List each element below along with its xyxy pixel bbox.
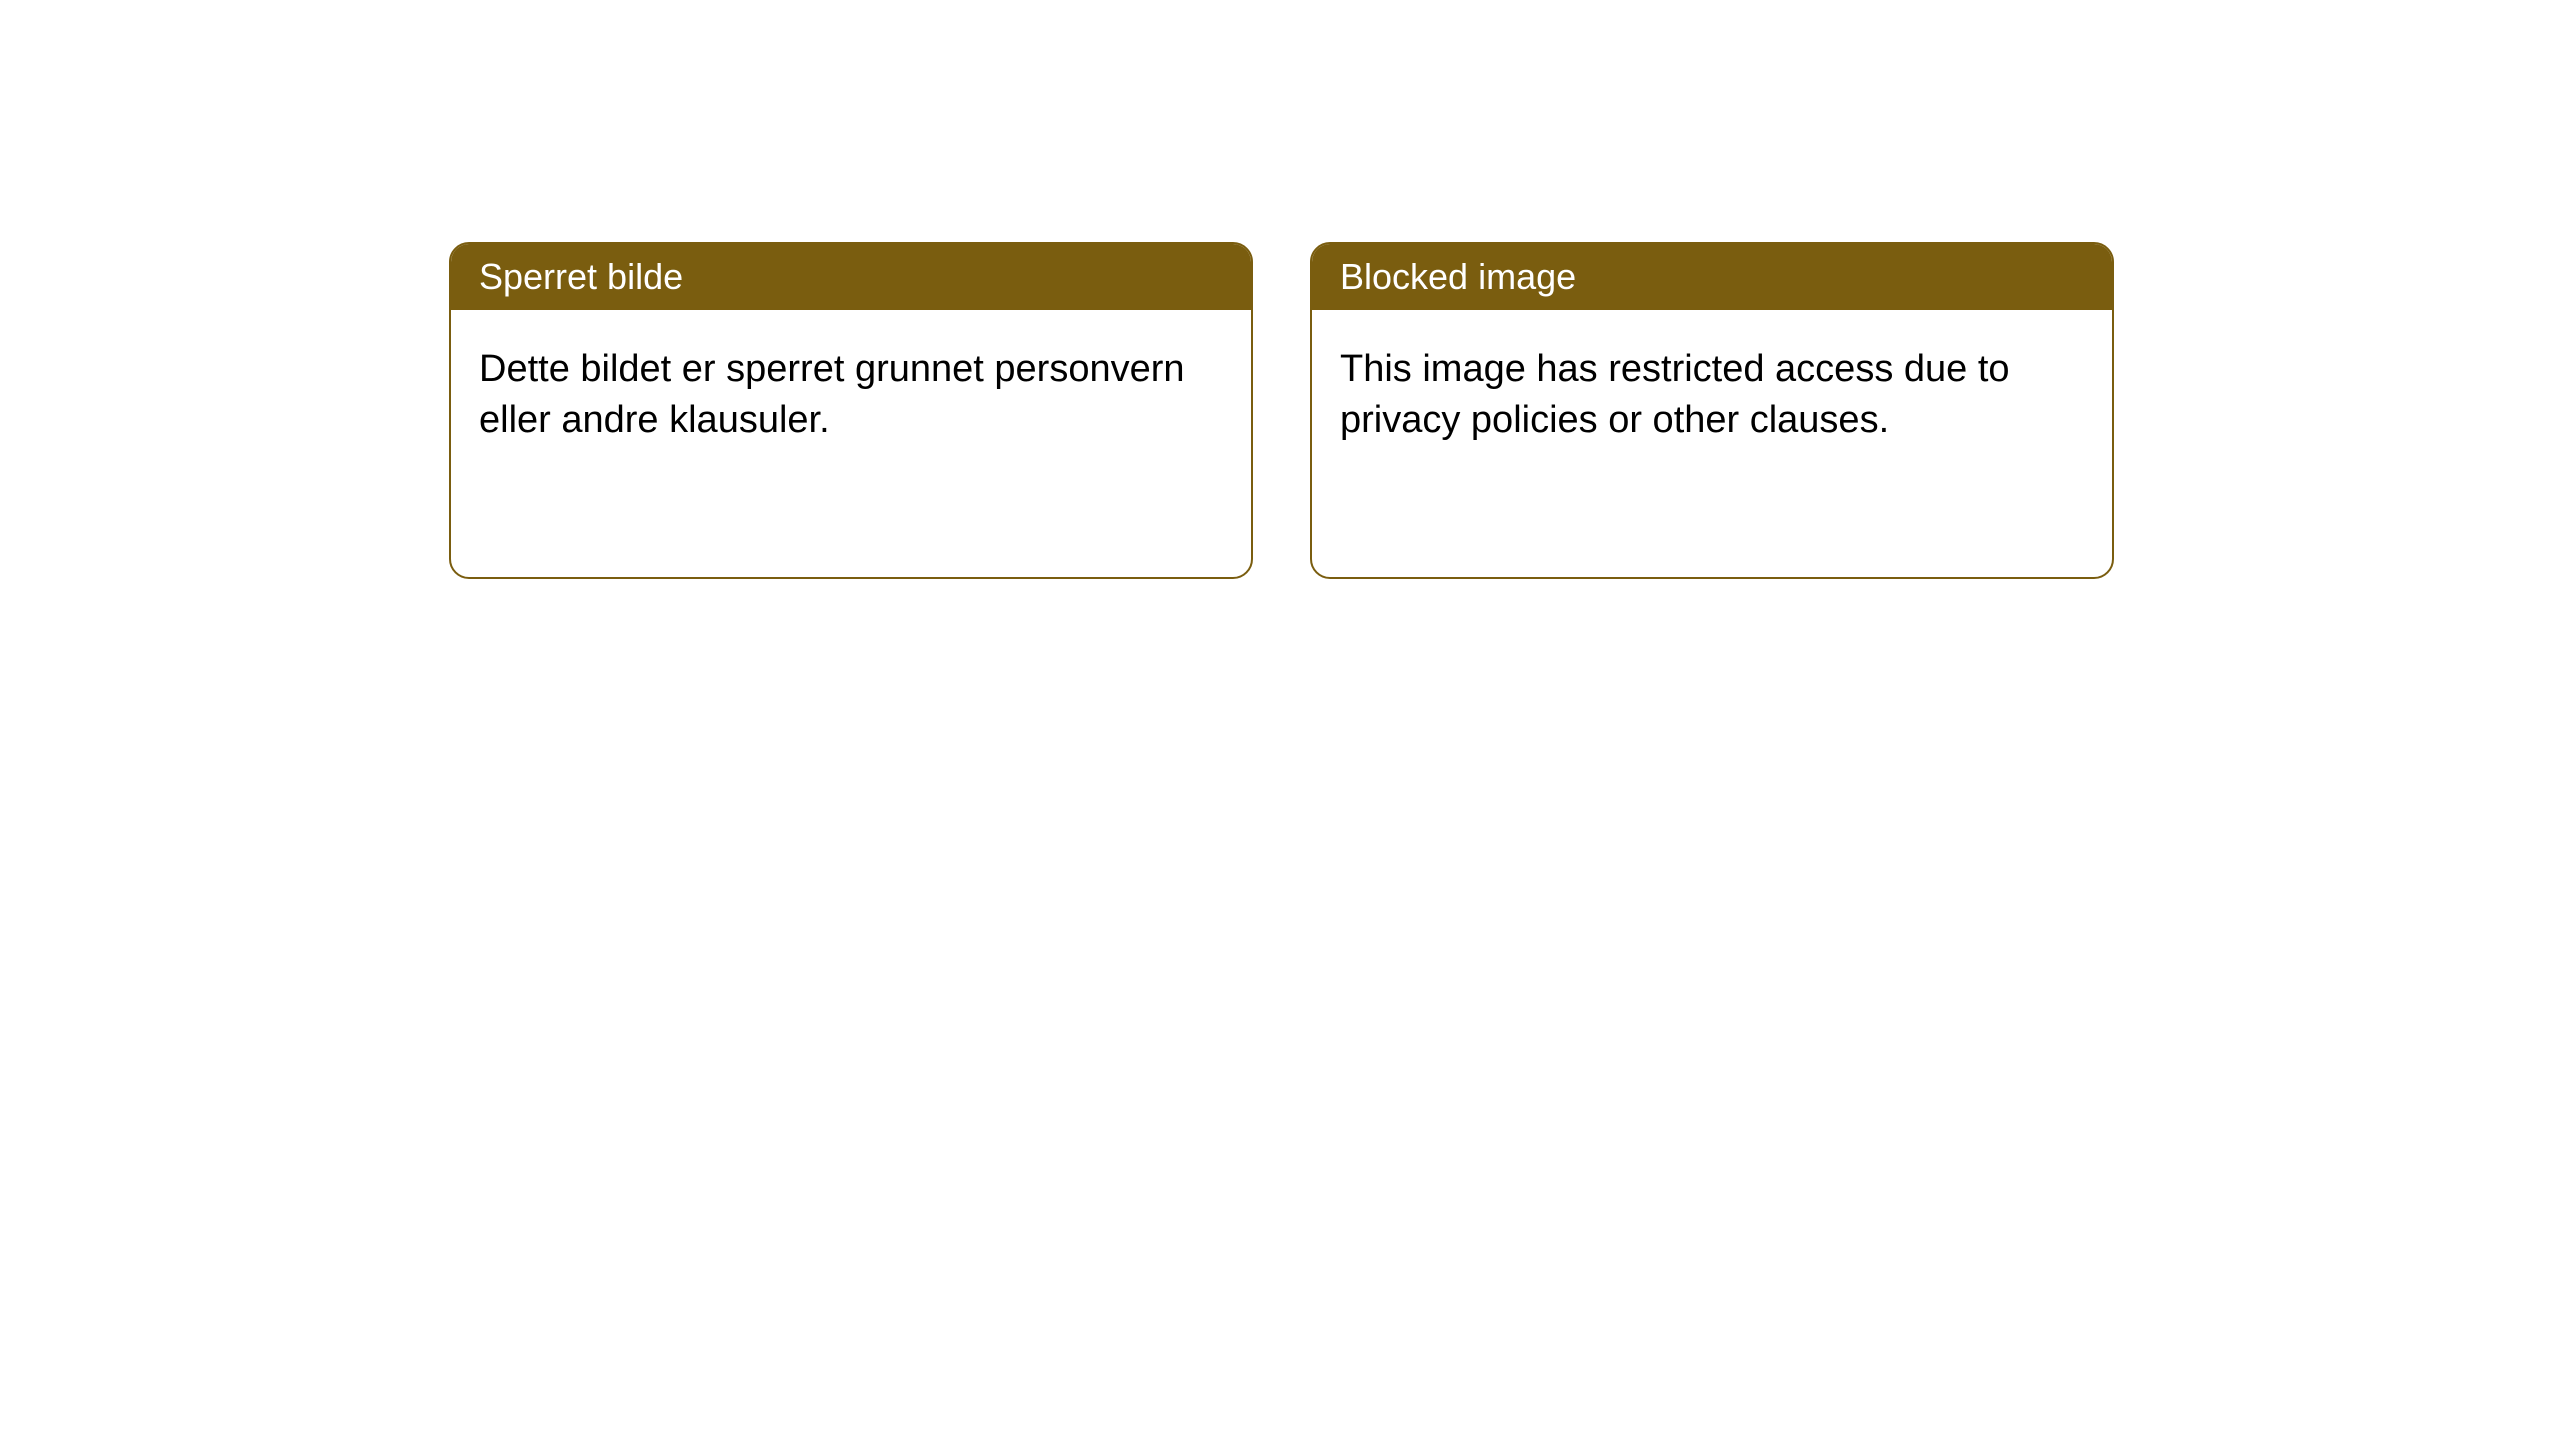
- card-body-text-no: Dette bildet er sperret grunnet personve…: [479, 348, 1185, 441]
- card-title-no: Sperret bilde: [479, 256, 683, 297]
- card-body-en: This image has restricted access due to …: [1312, 310, 2112, 481]
- card-title-en: Blocked image: [1340, 256, 1576, 297]
- card-body-text-en: This image has restricted access due to …: [1340, 348, 2010, 441]
- blocked-image-card-no: Sperret bilde Dette bildet er sperret gr…: [449, 242, 1253, 579]
- card-header-no: Sperret bilde: [451, 244, 1251, 310]
- card-body-no: Dette bildet er sperret grunnet personve…: [451, 310, 1251, 481]
- blocked-image-card-en: Blocked image This image has restricted …: [1310, 242, 2114, 579]
- card-header-en: Blocked image: [1312, 244, 2112, 310]
- blocked-image-cards: Sperret bilde Dette bildet er sperret gr…: [449, 242, 2114, 579]
